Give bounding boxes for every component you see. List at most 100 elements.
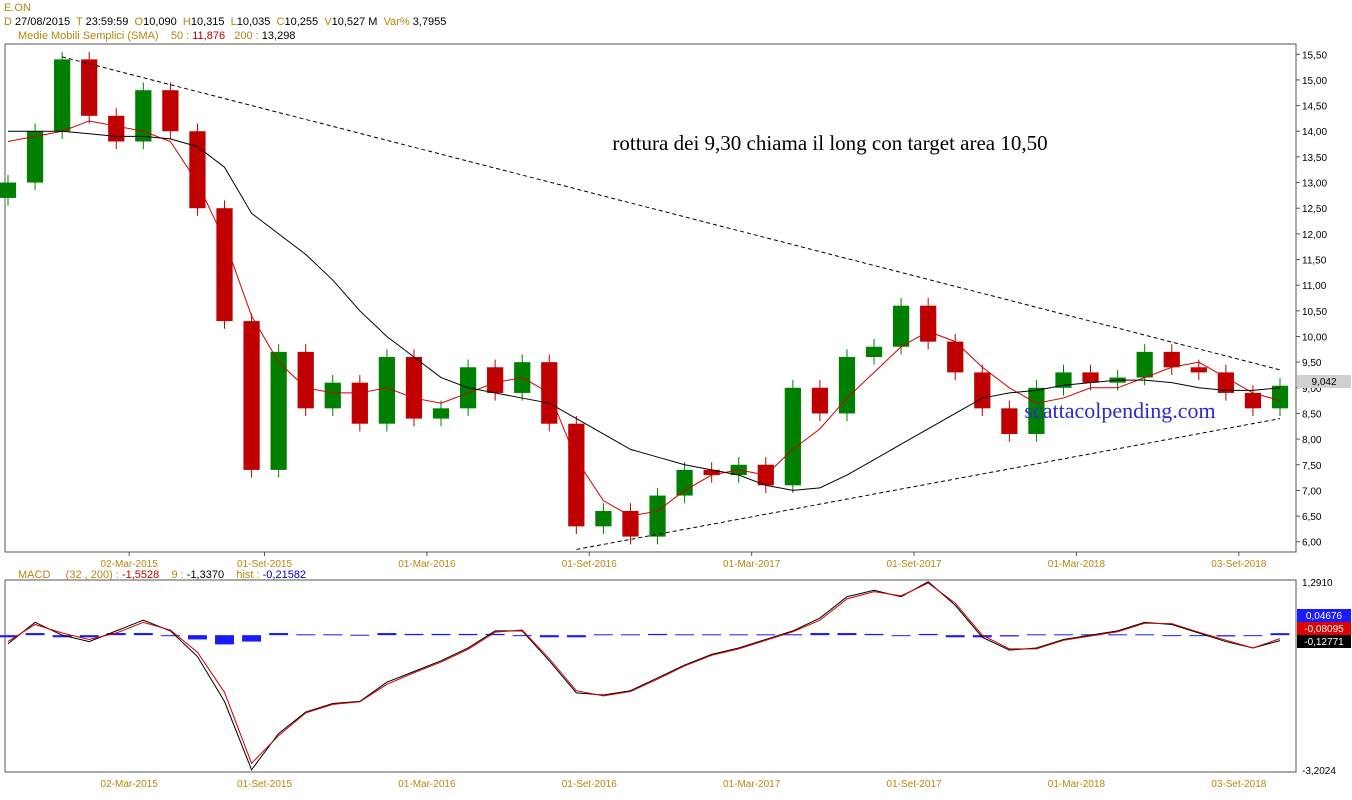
high-value: 10,315 (190, 16, 225, 28)
hist-label: hist : (236, 569, 260, 581)
macd-histogram-bar (106, 633, 126, 636)
price-panel-frame (4, 43, 1297, 553)
macd-histogram-bar (1189, 635, 1209, 637)
macd-line-box-label: -0,12771 (1304, 637, 1344, 648)
y-tick-label: 6,00 (1302, 538, 1322, 549)
trendline-lower (576, 418, 1281, 550)
low-value: 10,035 (236, 16, 271, 28)
sma50-value: 11,876 (192, 30, 226, 42)
macd-histogram-bar (729, 634, 749, 636)
macd-histogram-bar (620, 634, 640, 636)
macd-histogram-bar (1108, 634, 1128, 636)
macd-histogram-bar (242, 635, 262, 642)
y-tick-label: 9,50 (1302, 358, 1322, 369)
macd-params: (32 , 200) : (65, 569, 119, 581)
candle-body (0, 182, 17, 198)
candle-body (432, 408, 450, 419)
x-tick-label: 03-Set-2018 (1211, 559, 1266, 570)
macd-histogram-bar (702, 634, 722, 636)
macd-histogram-bar (269, 633, 289, 636)
macd-histogram-bar (864, 633, 884, 636)
candle-body (974, 372, 991, 409)
sma-200-line (8, 130, 1281, 491)
macd-histogram-bar (25, 633, 45, 636)
candle-body (26, 131, 44, 183)
macd-histogram-bar (945, 635, 965, 638)
y-tick-label: 7,50 (1302, 461, 1322, 472)
candle-body (1055, 372, 1072, 388)
x-tick-label: 01-Set-2016 (562, 559, 617, 570)
macd-histogram-bar (485, 633, 505, 636)
candle-body (216, 208, 233, 322)
macd-x-tick-label: 01-Set-2015 (237, 779, 292, 790)
volume-label: V (324, 16, 332, 28)
candle-body (1271, 385, 1289, 409)
macd-MACD-line (7, 581, 1281, 771)
hist-value: -0,21582 (262, 569, 307, 581)
open-label: O (134, 16, 144, 28)
y-tick-label: 13,00 (1302, 179, 1327, 190)
macd-histogram-bar (458, 633, 478, 636)
y-tick-label: 12,00 (1302, 230, 1327, 241)
macd-histogram-bar (810, 633, 830, 636)
candle-body (1136, 351, 1153, 378)
macd-histogram-bar (648, 633, 668, 636)
y-tick-label: 8,50 (1302, 409, 1322, 420)
x-tick-label: 02-Mar-2015 (101, 559, 159, 570)
var-label: Var% (383, 16, 410, 28)
candle-body (487, 367, 504, 393)
macd-histogram-bar (1026, 634, 1046, 636)
macd-signal-box-label: -0,08095 (1304, 624, 1344, 635)
sma200-value: 13,298 (261, 30, 296, 42)
y-tick-label: 10,00 (1302, 332, 1327, 343)
macd-histogram-bar (512, 635, 532, 637)
candle-body (595, 510, 612, 527)
macd-x-tick-label: 01-Set-2016 (562, 779, 617, 790)
macd-legend: MACD (32 , 200) : -1,5528 9 : -1,3370 hi… (18, 569, 306, 582)
time-label: T (76, 16, 83, 28)
y-tick-label: 14,00 (1302, 127, 1327, 138)
candle-body (676, 469, 693, 496)
candle-body (54, 59, 71, 132)
candle-body (162, 90, 179, 132)
candle-body (1217, 372, 1234, 393)
candle-body (568, 423, 585, 527)
sma-label: Medie Mobili Semplici (SMA) (18, 30, 159, 42)
signal-value: -1,3370 (186, 569, 225, 581)
macd-ymin-label: -3,2024 (1302, 766, 1336, 777)
candle-body (270, 351, 287, 470)
macd-value: -1,5528 (121, 569, 160, 581)
macd-histogram-bar (1243, 635, 1263, 637)
sma-legend: Medie Mobili Semplici (SMA) 50 : 11,876 … (18, 30, 295, 43)
candle-body (81, 59, 98, 116)
y-tick-label: 15,50 (1302, 50, 1327, 61)
macd-x-tick-label: 02-Mar-2015 (101, 779, 159, 790)
x-tick-label: 01-Set-2015 (237, 559, 292, 570)
y-tick-label: 11,50 (1302, 256, 1327, 267)
macd-histogram-bar (999, 635, 1019, 637)
macd-histogram-bar (160, 635, 180, 637)
macd-histogram-bar (79, 635, 99, 638)
macd-histogram-bar (0, 635, 18, 638)
macd-histogram-bar (1135, 634, 1155, 636)
candle-body (351, 382, 368, 424)
macd-x-tick-label: 01-Set-2017 (887, 779, 942, 790)
symbol-name: E.ON (4, 2, 31, 14)
y-tick-label: 13,50 (1302, 153, 1327, 164)
macd-histogram-bar (918, 633, 938, 636)
macd-hist-box (1297, 609, 1351, 622)
macd-signal-box (1297, 622, 1351, 635)
macd-x-tick-label: 01-Mar-2016 (398, 779, 456, 790)
macd-hist-box-label: 0,04676 (1306, 611, 1343, 622)
candle-body (1163, 351, 1180, 368)
candle-body (243, 321, 260, 470)
candle-body (405, 357, 423, 419)
candle-body (784, 387, 801, 486)
y-tick-label: 11,00 (1302, 281, 1327, 292)
candle-body (189, 131, 206, 209)
candle-body (892, 305, 910, 347)
date-value: 27/08/2015 (15, 16, 71, 28)
macd-label: MACD (18, 569, 51, 581)
macd-signal-line (7, 582, 1281, 765)
